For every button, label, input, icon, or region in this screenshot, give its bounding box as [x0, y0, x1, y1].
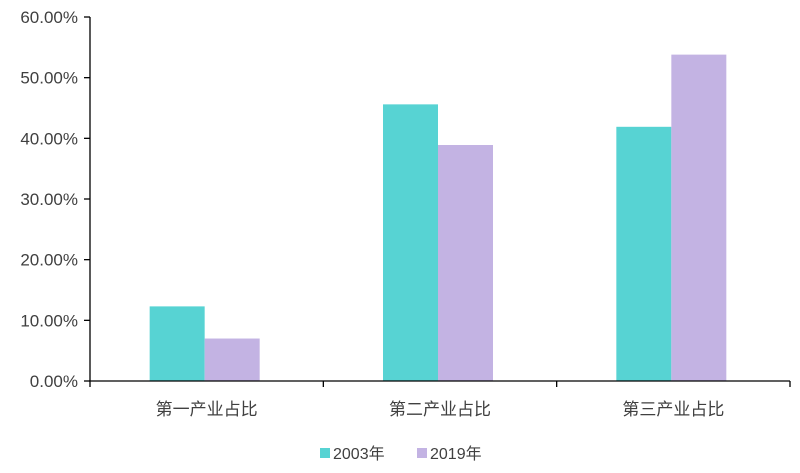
y-tick-label: 50.00%: [20, 69, 78, 88]
y-tick-label: 10.00%: [20, 311, 78, 330]
legend-swatch-2019: [417, 448, 427, 458]
legend-swatch-2003: [320, 448, 330, 458]
x-tick-label: 第一产业占比: [156, 400, 258, 419]
bar-2019-3: [671, 54, 727, 381]
legend-label: 2003年: [333, 445, 385, 463]
bar-2003-3: [616, 126, 672, 381]
x-tick-label: 第三产业占比: [622, 400, 724, 419]
bar-2003-2: [383, 104, 438, 382]
legend-label: 2019年: [430, 445, 482, 463]
bar-2003-1: [149, 306, 205, 381]
y-tick-label: 40.00%: [20, 129, 78, 148]
y-tick-label: 30.00%: [20, 190, 78, 209]
y-tick-label: 20.00%: [20, 251, 78, 270]
y-tick-label: 0.00%: [30, 372, 78, 391]
x-tick-label: 第二产业占比: [389, 400, 491, 419]
bar-2019-2: [438, 145, 493, 381]
bar-2019-1: [204, 338, 260, 381]
y-tick-label: 60.00%: [20, 8, 78, 27]
